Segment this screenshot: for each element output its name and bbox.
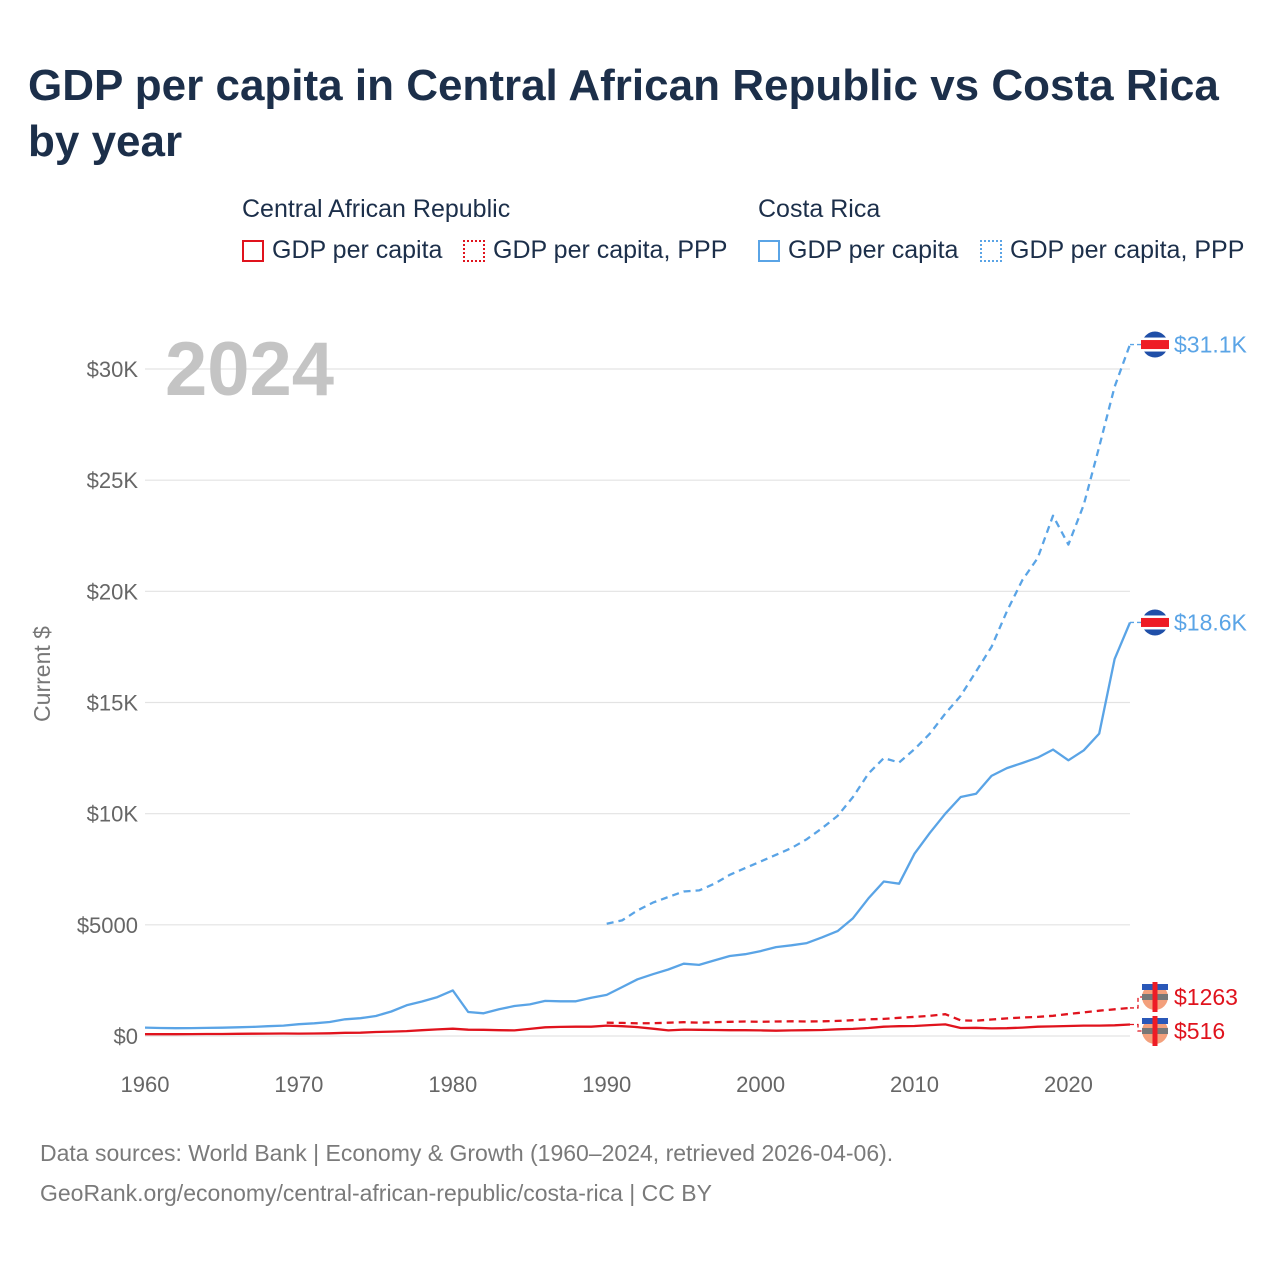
series-line-2 (606, 1006, 1131, 1025)
legend-swatch-cr-dotted (980, 239, 1002, 262)
x-tick-label: 1980 (428, 1072, 477, 1097)
x-tick-label: 1970 (274, 1072, 323, 1097)
end-markers: $31.1K $18.6K $1263 $516 (1130, 331, 1248, 1046)
flag-band-red (1141, 340, 1169, 350)
x-tick-label: 2020 (1044, 1072, 1093, 1097)
legend-label-cr-gdp-ppp: GDP per capita, PPP (1010, 236, 1245, 264)
footer-sources: Data sources: World Bank | Economy & Gro… (40, 1140, 894, 1166)
x-tick-labels: 1960 1970 1980 1990 2000 2010 2020 (121, 1072, 1093, 1097)
legend-group-costa-rica: Costa Rica (758, 195, 881, 223)
footer-attribution: GeoRank.org/economy/central-african-repu… (40, 1180, 712, 1206)
legend-label-car-gdp-ppp: GDP per capita, PPP (493, 236, 728, 264)
costa-rica-flag-icon (1141, 609, 1169, 636)
y-tick-label: $20K (87, 579, 139, 604)
year-watermark: 2024 (165, 327, 334, 412)
series-line-1 (144, 622, 1132, 1030)
flag-band-red (1141, 617, 1169, 627)
legend-swatch-cr-solid (758, 239, 780, 262)
legend-item-cr-gdp-ppp[interactable]: GDP per capita, PPP (980, 236, 1244, 265)
y-tick-label: $10K (87, 802, 139, 827)
x-tick-label: 2010 (890, 1072, 939, 1097)
legend-item-cr-gdp[interactable]: GDP per capita (758, 236, 958, 265)
end-value-label: $31.1K (1174, 332, 1248, 358)
y-tick-label: $0 (114, 1024, 138, 1049)
legend-group-central-african-republic: Central African Republic (242, 195, 511, 223)
flag-band-red (1152, 1016, 1158, 1046)
car-flag-icon (1142, 982, 1168, 1012)
x-tick-label: 2000 (736, 1072, 785, 1097)
end-value-label: $516 (1174, 1018, 1225, 1044)
y-tick-label: $30K (87, 357, 139, 382)
gridlines (145, 368, 1130, 1037)
series-line-3 (145, 1023, 1131, 1036)
chart-title: GDP per capita in Central African Republ… (28, 61, 1219, 166)
y-tick-label: $15K (87, 691, 139, 716)
legend-item-car-gdp[interactable]: GDP per capita (242, 236, 442, 265)
costa-rica-flag-icon (1141, 331, 1169, 358)
end-connector (1130, 996, 1143, 1009)
legend-swatch-car-solid (242, 239, 264, 262)
y-axis-title: Current $ (29, 626, 55, 722)
x-tick-label: 1990 (582, 1072, 631, 1097)
end-connector (1130, 1023, 1143, 1032)
legend-label-cr-gdp: GDP per capita (788, 236, 959, 264)
y-tick-label: $25K (87, 468, 139, 493)
end-value-label: $1263 (1174, 984, 1238, 1010)
y-tick-label: $5000 (77, 913, 138, 938)
series-line-0 (606, 344, 1132, 925)
car-flag-icon (1142, 1016, 1168, 1046)
series-lines (144, 344, 1132, 1036)
legend-item-car-gdp-ppp[interactable]: GDP per capita, PPP (463, 236, 727, 265)
x-tick-label: 1960 (121, 1072, 170, 1097)
y-tick-labels: $0 $5000 $10K $15K $20K $25K $30K (77, 357, 139, 1049)
legend-label-car-gdp: GDP per capita (272, 236, 443, 264)
end-value-label: $18.6K (1174, 609, 1248, 635)
flag-band-red (1152, 982, 1158, 1012)
legend-swatch-car-dotted (463, 239, 485, 262)
